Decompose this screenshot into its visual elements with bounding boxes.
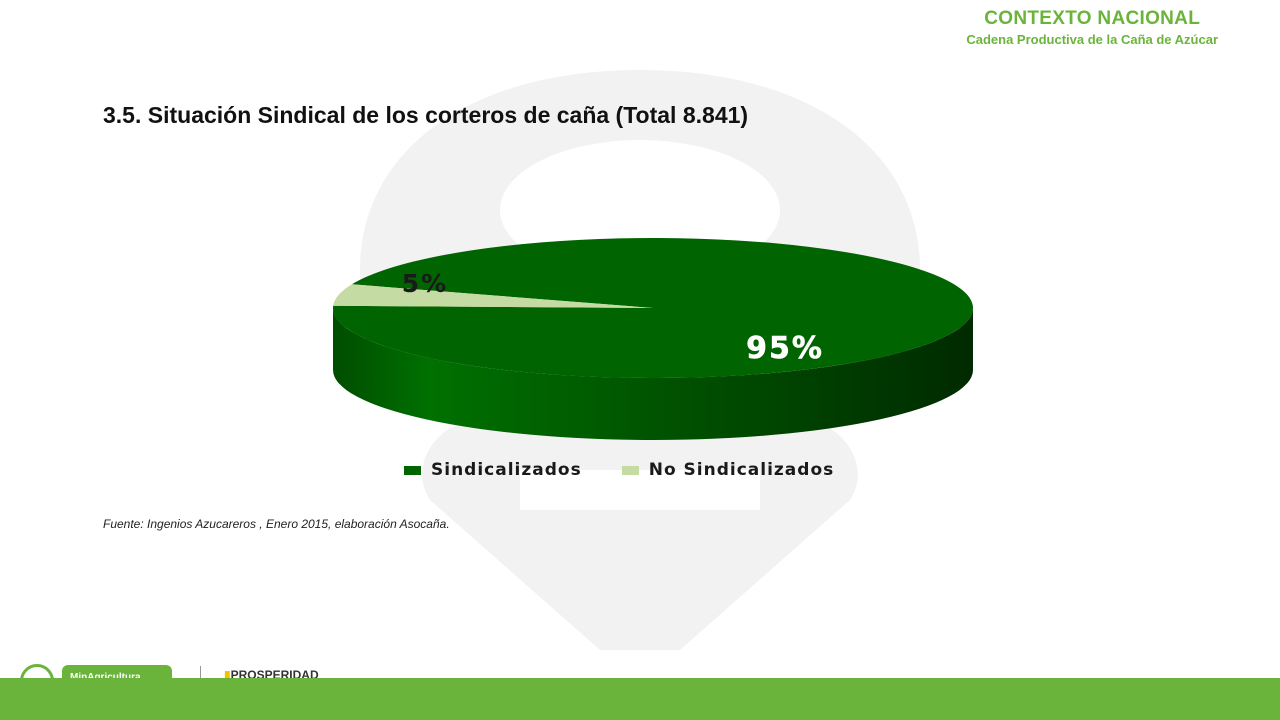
footer-logos: MinAgricultura ▮PROSPERIDAD xyxy=(20,662,350,678)
header-title: CONTEXTO NACIONAL xyxy=(984,8,1201,29)
source-note: Fuente: Ingenios Azucareros , Enero 2015… xyxy=(103,517,450,531)
header-block: CONTEXTO NACIONAL Cadena Productiva de l… xyxy=(966,8,1218,47)
legend-swatch-sindicalizados xyxy=(404,465,421,475)
chart-legend: Sindicalizados No Sindicalizados xyxy=(404,460,874,480)
logo-divider xyxy=(200,666,201,678)
prosperity-logo: ▮PROSPERIDAD xyxy=(224,668,319,678)
legend-swatch-no-sindicalizados xyxy=(621,465,639,475)
legend-label-sindicalizados: Sindicalizados xyxy=(431,460,582,480)
data-label-sindicalizados: 95% xyxy=(746,331,824,366)
slide-title: 3.5. Situación Sindical de los corteros … xyxy=(103,102,749,128)
legend-label-no-sindicalizados: No Sindicalizados xyxy=(648,460,835,480)
header-subtitle: Cadena Productiva de la Caña de Azúcar xyxy=(966,32,1218,47)
pie-slice-no-sindicalizados xyxy=(333,284,653,308)
legend-item-no-sindicalizados: No Sindicalizados xyxy=(621,460,835,480)
ministry-logo: MinAgricultura xyxy=(62,665,172,678)
data-label-no-sindicalizados: 5% xyxy=(402,269,448,298)
seal-logo xyxy=(20,664,54,678)
prosperity-logo-text: PROSPERIDAD xyxy=(230,668,319,678)
footer-bar xyxy=(0,678,1280,720)
pie-side-band xyxy=(333,308,973,440)
legend-item-sindicalizados: Sindicalizados xyxy=(404,460,582,480)
